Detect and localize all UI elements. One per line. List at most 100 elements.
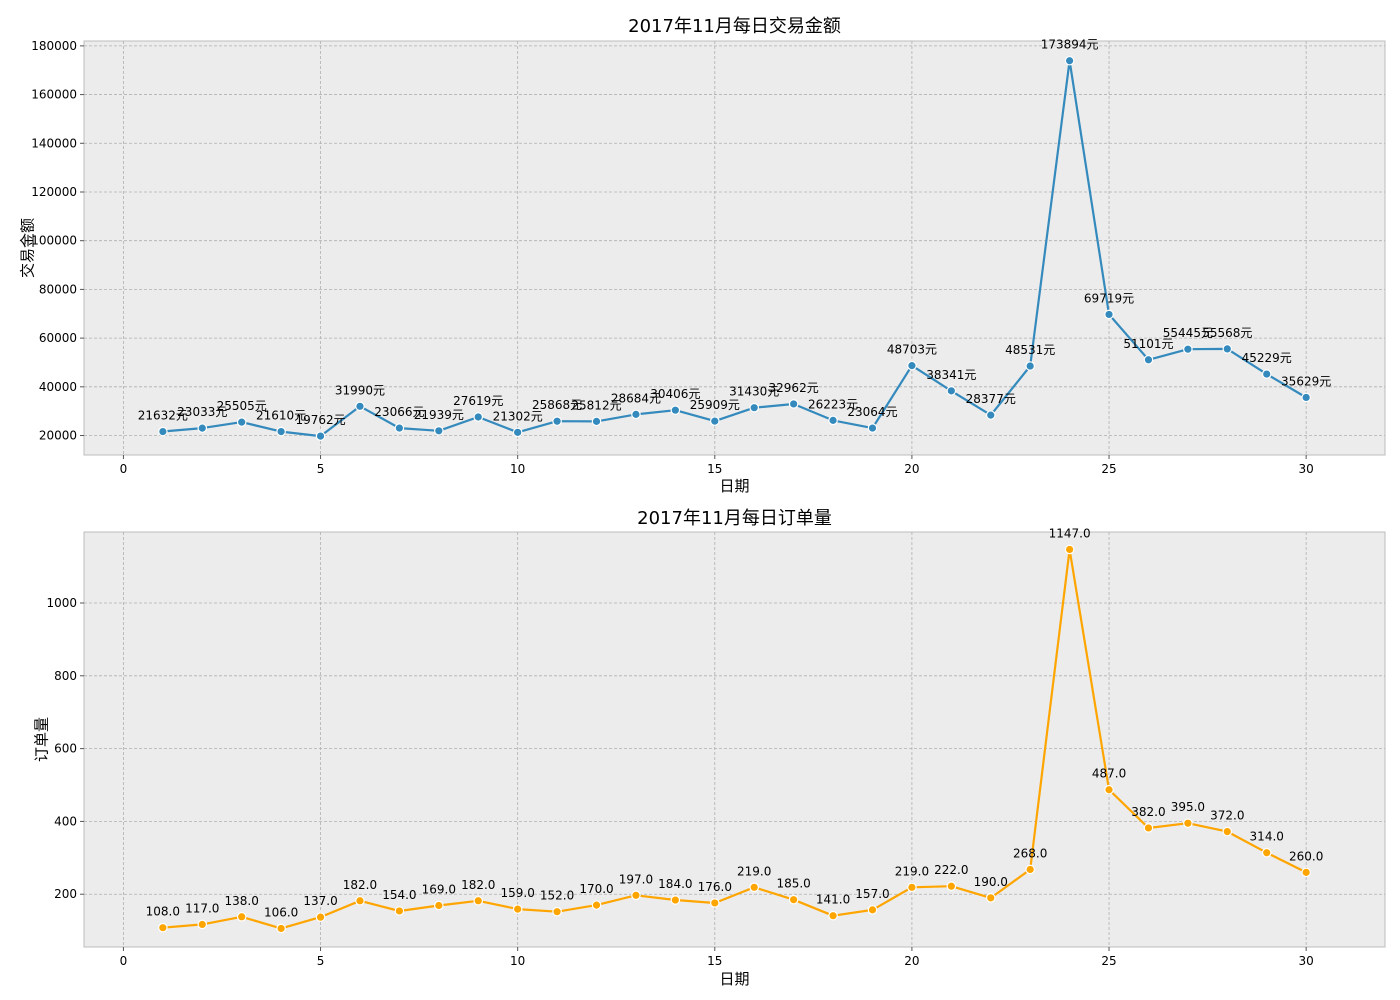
data-point (552, 906, 562, 917)
data-label: 170.0 (579, 882, 613, 896)
data-point (1183, 818, 1193, 829)
data-point (236, 417, 247, 427)
data-point (946, 881, 957, 892)
data-point (512, 427, 523, 438)
data-point (749, 882, 760, 893)
data-point (473, 412, 484, 422)
x-tick-label: 0 (120, 954, 128, 968)
x-tick-label: 30 (1299, 954, 1314, 968)
data-label: 25812元 (571, 398, 621, 412)
data-label: 55445元 (1163, 326, 1213, 340)
data-point (867, 423, 878, 433)
y-tick-label: 100000 (31, 234, 77, 248)
data-label: 382.0 (1131, 805, 1165, 819)
data-label: 21302元 (493, 409, 543, 423)
x-tick-label: 20 (904, 462, 919, 476)
data-point (197, 919, 208, 930)
data-label: 108.0 (146, 905, 180, 919)
data-label: 185.0 (776, 877, 810, 891)
y-axis-label: 交易金额 (19, 218, 37, 278)
data-point (1261, 847, 1272, 858)
y-axis-label: 订单量 (33, 717, 51, 762)
x-tick-label: 25 (1101, 462, 1116, 476)
data-label: 48531元 (1005, 343, 1055, 357)
data-label: 176.0 (698, 880, 732, 894)
data-label: 31990元 (335, 383, 385, 397)
data-point (434, 900, 444, 911)
data-point (1143, 354, 1154, 365)
amount-chart: 2017年11月每日交易金额 日期 交易金额 0 5 10 15 20 25 30 20000… (19, 16, 1386, 495)
orders-chart: 2017年11月每日订单量 日期 订单量 0 5 10 15 20 25 30 200 400 6… (33, 508, 1386, 988)
data-label: 137.0 (303, 894, 337, 908)
data-point (394, 906, 405, 916)
y-tick-label: 40000 (39, 380, 77, 394)
data-label: 395.0 (1171, 800, 1205, 814)
x-tick-label: 5 (317, 462, 325, 476)
data-point (355, 401, 365, 412)
data-point (158, 922, 168, 933)
data-point (591, 900, 602, 910)
data-label: 1147.0 (1049, 526, 1091, 540)
data-point (394, 423, 405, 433)
data-point (709, 416, 720, 426)
y-tick-label: 200 (54, 887, 77, 901)
y-tick-label: 80000 (39, 282, 77, 296)
x-axis-label: 日期 (719, 970, 749, 988)
data-label: 21632元 (138, 409, 188, 423)
data-label: 197.0 (619, 872, 653, 886)
data-point (236, 911, 247, 922)
data-label: 25505元 (217, 399, 267, 413)
plot-area (83, 531, 1386, 948)
data-point (1104, 784, 1114, 795)
data-label: 38341元 (926, 368, 976, 382)
y-tick-label: 600 (54, 742, 77, 756)
data-label: 268.0 (1013, 846, 1047, 860)
series-line (162, 59, 1307, 438)
y-tick-label: 60000 (39, 331, 77, 345)
data-point (788, 894, 799, 905)
data-point (1143, 823, 1154, 833)
data-label: 23033元 (177, 405, 227, 419)
x-tick-label: 10 (510, 462, 525, 476)
x-tick-label: 15 (707, 462, 722, 476)
data-point (907, 360, 917, 371)
data-label: 19762元 (295, 413, 345, 427)
data-label: 184.0 (658, 877, 692, 891)
data-point (512, 904, 523, 914)
x-tick-label: 30 (1299, 462, 1314, 476)
data-label: 27619元 (453, 394, 503, 408)
data-point (158, 426, 168, 437)
x-tick-label: 0 (120, 462, 128, 476)
data-label: 182.0 (461, 878, 495, 892)
data-point (315, 912, 326, 922)
y-tick-label: 800 (54, 669, 77, 683)
data-label: 69719元 (1084, 291, 1134, 305)
data-point (552, 416, 562, 427)
data-point (1301, 392, 1311, 403)
data-point (985, 410, 996, 420)
data-label: 48703元 (887, 343, 937, 357)
x-tick-label: 20 (904, 954, 919, 968)
data-label: 138.0 (225, 894, 259, 908)
data-label: 222.0 (934, 863, 968, 877)
x-tick-label: 10 (510, 954, 525, 968)
data-point (631, 409, 641, 420)
data-point (1025, 361, 1035, 371)
data-point (828, 415, 838, 426)
data-label: 21610元 (256, 409, 306, 423)
y-tick-label: 20000 (39, 429, 77, 443)
chart-title: 2017年11月每日订单量 (637, 508, 832, 529)
data-point (591, 416, 602, 427)
data-point (907, 882, 917, 893)
data-point (1301, 867, 1311, 878)
data-label: 173894元 (1041, 38, 1099, 52)
data-label: 182.0 (343, 878, 377, 892)
data-label: 487.0 (1092, 767, 1126, 781)
data-point (828, 910, 838, 921)
data-label: 190.0 (974, 875, 1008, 889)
data-label: 219.0 (895, 864, 929, 878)
data-point (276, 923, 286, 934)
y-tick-label: 400 (54, 814, 77, 828)
y-tick-label: 140000 (31, 136, 77, 150)
